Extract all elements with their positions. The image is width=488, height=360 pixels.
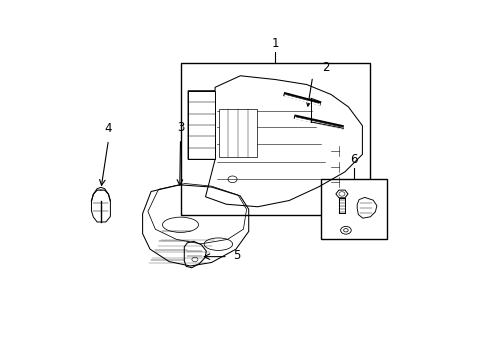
Text: 2: 2 <box>322 61 329 74</box>
Text: 4: 4 <box>104 122 112 135</box>
Text: 3: 3 <box>177 121 184 134</box>
Text: 6: 6 <box>349 153 357 166</box>
Text: 5: 5 <box>233 249 241 262</box>
Text: 1: 1 <box>271 37 279 50</box>
Bar <box>320 179 386 239</box>
Bar <box>180 63 369 215</box>
Bar <box>188 91 215 159</box>
Bar <box>219 109 257 157</box>
